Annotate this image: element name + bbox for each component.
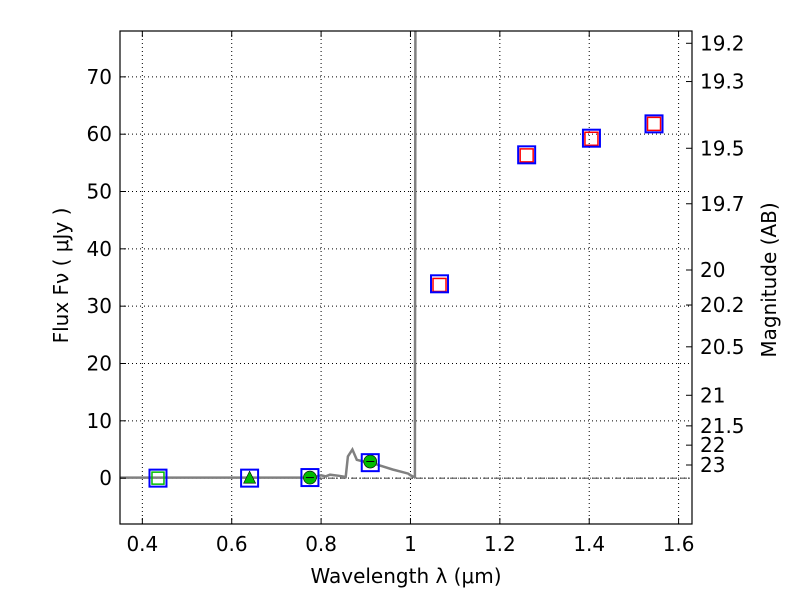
right-tick-label: 21 [700,383,725,407]
plot-frame [119,30,693,525]
model-sed-path [120,30,417,479]
x-tick-label: 0.6 [216,532,248,556]
observed-blue-square-marker [300,468,320,488]
y-axis-label: Flux Fν ( μJy ) [49,208,73,344]
observed-blue-square-marker [360,453,380,473]
model-red-square-marker [646,116,662,132]
model-sed-line [120,30,417,479]
axis-ticks [120,31,692,524]
x-axis-label: Wavelength λ (μm) [310,564,501,588]
right-tick-label: 19.3 [700,70,745,94]
observed-blue-square-marker [581,128,601,148]
x-tick-label: 1 [404,532,417,556]
x-tick-label: 1.2 [484,532,516,556]
data-markers [148,114,664,488]
right-tick-label: 22 [700,433,725,457]
right-tick-label: 20.5 [700,335,745,359]
observed-blue-square-marker [430,274,450,294]
observed-blue-square-marker [240,468,260,488]
green-triangle-marker [243,470,257,484]
right-tick-label: 21.5 [700,414,745,438]
model-red-square-marker [432,277,447,293]
y-tick-label: 10 [87,409,112,433]
y-tick-label: 50 [87,180,112,204]
observed-blue-square-marker [517,145,537,165]
x-tick-label: 0.4 [126,532,158,556]
right-tick-label: 19.7 [700,192,745,216]
right-tick-label: 20.2 [700,293,745,317]
observed-blue-square-marker [644,114,664,134]
y-tick-label: 60 [87,122,112,146]
y-tick-label: 20 [87,351,112,375]
right-axis-label: Magnitude (AB) [757,202,781,357]
model-red-square-marker [584,131,599,147]
x-tick-label: 1.6 [663,532,695,556]
observed-blue-square-marker [148,468,168,488]
y-tick-label: 40 [87,237,112,261]
y-tick-label: 0 [99,466,112,490]
right-tick-label: 19.2 [700,31,745,55]
x-tick-label: 0.8 [305,532,337,556]
green-open-square-marker [151,471,165,485]
right-tick-label: 23 [700,453,725,477]
x-tick-label: 1.4 [573,532,605,556]
grid-lines [120,31,692,524]
right-tick-label: 19.5 [700,136,745,160]
y-tick-label: 70 [87,65,112,89]
tick-labels: 0.4 0.6 0.8 1 1.2 1.4 1.6 0 10 20 30 40 50 60 70 19.2 19… [87,31,745,556]
model-red-square-marker [519,148,534,163]
y-tick-label: 30 [87,294,112,318]
right-tick-label: 20 [700,258,725,282]
